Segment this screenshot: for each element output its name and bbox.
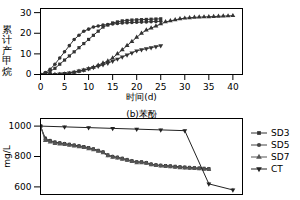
html-text:SD7: SD7: [271, 152, 290, 162]
html-text:SD3: SD3: [271, 128, 290, 138]
svg-text:40: 40: [227, 82, 239, 92]
svg-text:20: 20: [20, 28, 32, 38]
html-text:CT: CT: [271, 164, 283, 174]
svg-text:30: 30: [179, 82, 191, 92]
svg-text:30: 30: [20, 8, 32, 18]
svg-text:(b)苯酚: (b)苯酚: [126, 109, 157, 119]
html-text:SD5: SD5: [271, 140, 290, 150]
svg-text:时间(d): 时间(d): [126, 92, 157, 102]
svg-text:0: 0: [38, 82, 44, 92]
svg-text:25: 25: [155, 82, 166, 92]
svg-text:10: 10: [83, 82, 95, 92]
svg-text:1000: 1000: [9, 121, 32, 131]
html-text:累 计 产 甲 烷: 累 计 产 甲 烷: [2, 23, 12, 77]
svg-text:0: 0: [26, 69, 32, 79]
svg-text:600: 600: [14, 182, 31, 192]
svg-text:5: 5: [62, 82, 68, 92]
svg-text:15: 15: [107, 82, 118, 92]
svg-text:20: 20: [131, 82, 143, 92]
svg-text:mg/L: mg/L: [2, 145, 12, 168]
svg-text:800: 800: [14, 151, 31, 161]
svg-text:10: 10: [20, 49, 32, 59]
svg-text:35: 35: [203, 82, 214, 92]
